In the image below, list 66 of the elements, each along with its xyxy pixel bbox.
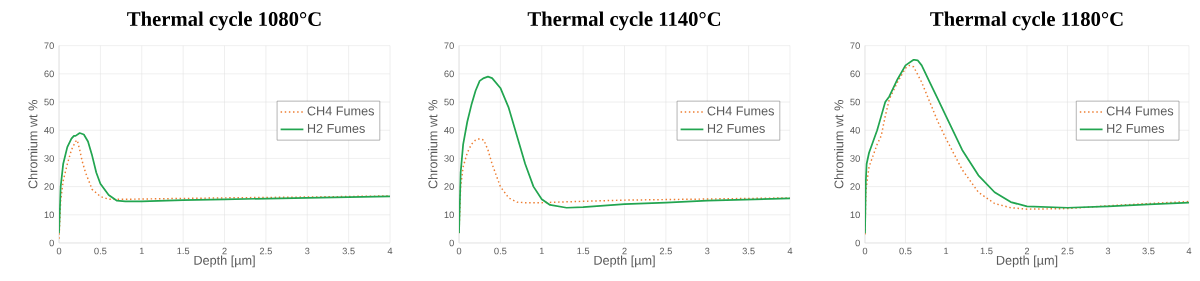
x-tick-label: 0 xyxy=(56,247,62,255)
x-tick-label: 0 xyxy=(862,247,868,255)
y-axis-title: Chromium wt % xyxy=(428,100,438,189)
y-tick-label: 10 xyxy=(444,211,454,219)
x-tick-label: 3.5 xyxy=(742,247,755,255)
y-tick-label: 60 xyxy=(444,70,454,78)
x-tick-label: 4 xyxy=(1186,247,1192,255)
legend-label: CH4 Fumes xyxy=(707,106,774,116)
y-tick-label: 20 xyxy=(444,183,454,190)
x-tick-label: 3.5 xyxy=(1142,247,1155,255)
legend-label: CH4 Fumes xyxy=(307,106,374,116)
x-tick-label: 1 xyxy=(944,247,949,255)
y-tick-label: 20 xyxy=(850,183,860,190)
y-axis-title: Chromium wt % xyxy=(834,100,844,189)
y-tick-label: 0 xyxy=(49,239,54,247)
x-tick-label: 0 xyxy=(456,247,462,255)
y-tick-label: 20 xyxy=(44,183,54,190)
y-tick-label: 30 xyxy=(444,155,454,162)
x-tick-label: 3 xyxy=(305,247,310,255)
x-tick-label: 2 xyxy=(622,247,627,255)
x-axis-title: Depth [µm] xyxy=(194,255,255,268)
x-tick-label: 0.5 xyxy=(494,247,507,255)
x-tick-label: 4 xyxy=(387,247,393,255)
x-tick-label: 0.5 xyxy=(94,247,107,255)
chart-title: Thermal cycle 1140°C xyxy=(527,11,721,31)
y-tick-label: 70 xyxy=(444,42,454,49)
legend-label: H2 Fumes xyxy=(1107,123,1165,133)
x-tick-label: 1.5 xyxy=(177,247,190,255)
y-tick-label: 40 xyxy=(850,126,860,134)
y-tick-label: 0 xyxy=(449,239,454,247)
x-tick-label: 2.5 xyxy=(1061,247,1074,255)
legend-label: H2 Fumes xyxy=(307,123,365,133)
y-tick-label: 0 xyxy=(855,239,860,247)
x-tick-label: 2.5 xyxy=(259,247,272,255)
y-tick-label: 40 xyxy=(444,126,454,134)
y-tick-label: 60 xyxy=(850,70,860,78)
y-tick-label: 50 xyxy=(444,98,454,106)
y-tick-label: 30 xyxy=(850,155,860,162)
x-tick-label: 1.5 xyxy=(980,247,993,255)
x-tick-label: 0.5 xyxy=(899,247,912,255)
y-tick-label: 10 xyxy=(44,211,54,219)
x-tick-label: 1.5 xyxy=(577,247,590,255)
y-tick-label: 60 xyxy=(44,70,54,78)
y-tick-label: 40 xyxy=(44,126,54,134)
x-tick-label: 3 xyxy=(705,247,710,255)
y-tick-label: 50 xyxy=(850,98,860,106)
legend-label: CH4 Fumes xyxy=(1106,106,1174,116)
x-axis-title: Depth [µm] xyxy=(594,255,655,268)
y-tick-label: 10 xyxy=(850,211,860,219)
y-tick-label: 70 xyxy=(44,42,54,49)
y-tick-label: 50 xyxy=(44,98,54,106)
chart-title: Thermal cycle 1080°C xyxy=(127,11,321,31)
x-tick-label: 1 xyxy=(539,247,544,255)
chart-title: Thermal cycle 1180°C xyxy=(930,11,1123,31)
x-tick-label: 3 xyxy=(1105,247,1111,255)
y-tick-label: 30 xyxy=(44,155,54,162)
x-tick-label: 2 xyxy=(1024,247,1030,255)
x-tick-label: 4 xyxy=(787,247,793,255)
x-tick-label: 1 xyxy=(139,247,144,255)
x-tick-label: 2.5 xyxy=(659,247,672,255)
x-tick-label: 3.5 xyxy=(342,247,355,255)
legend-label: H2 Fumes xyxy=(707,123,765,133)
x-tick-label: 2 xyxy=(222,247,227,255)
y-axis-title: Chromium wt % xyxy=(28,100,38,189)
y-tick-label: 70 xyxy=(850,42,860,49)
x-axis-title: Depth [µm] xyxy=(996,255,1058,268)
